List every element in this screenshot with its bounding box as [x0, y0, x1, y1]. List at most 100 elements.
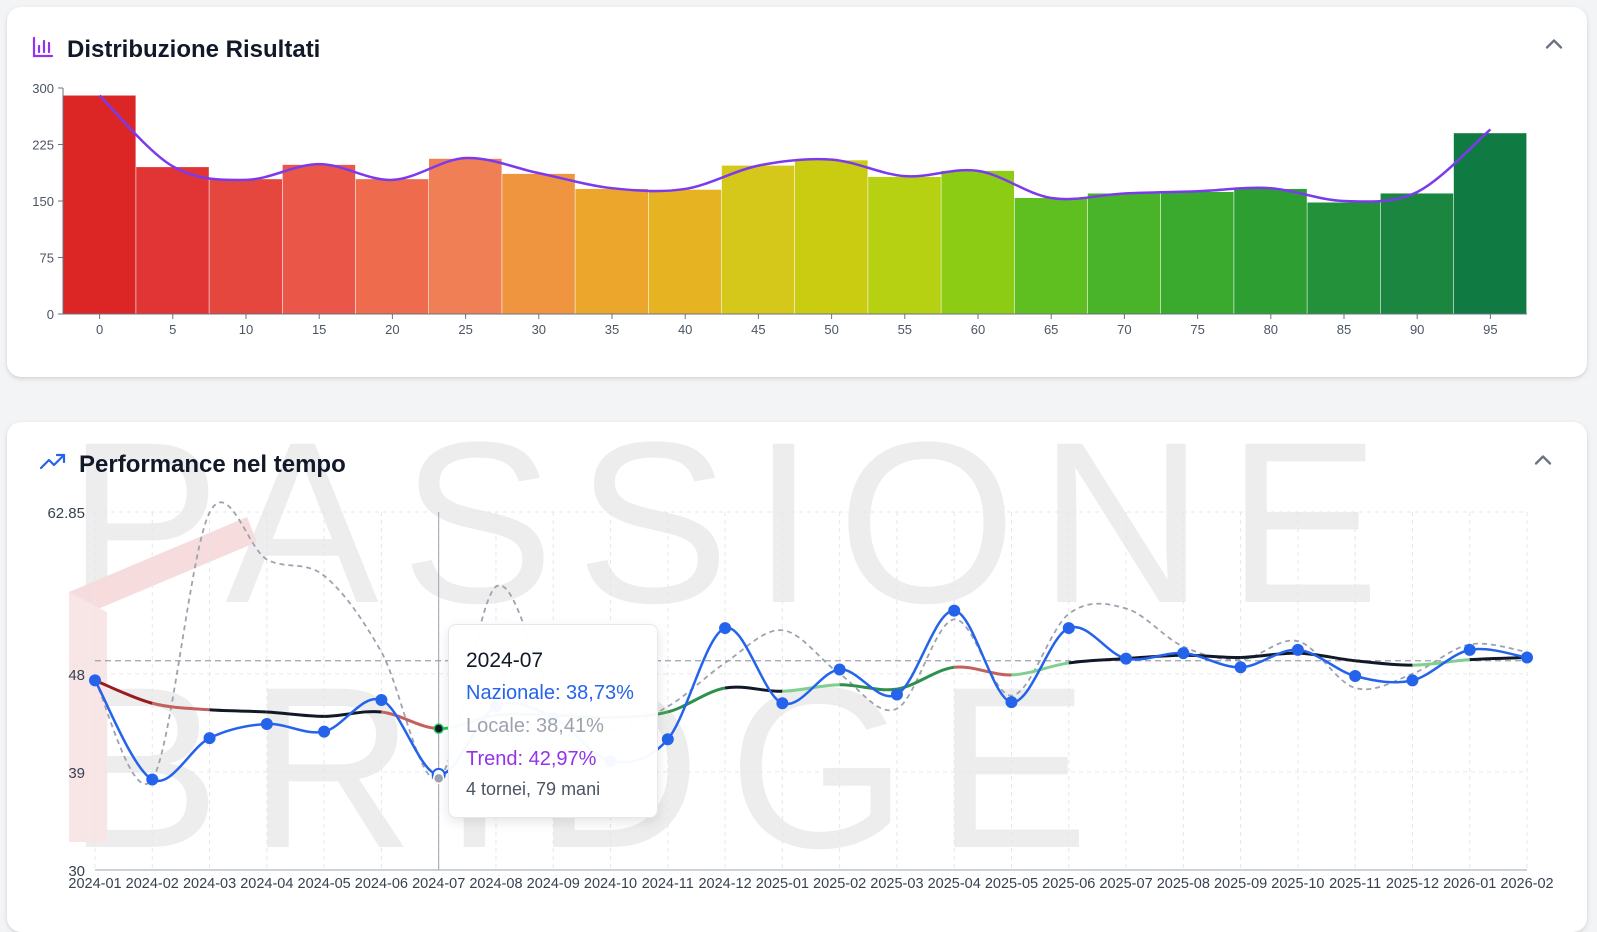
- nazionale-point: [1177, 647, 1190, 660]
- y-tick-label: 75: [40, 251, 54, 266]
- nazionale-point: [375, 693, 388, 706]
- series-trend-segment: [839, 683, 898, 692]
- bar-80: [1234, 188, 1307, 314]
- x-tick-label: 2024-01: [68, 876, 121, 892]
- bar-50: [795, 160, 868, 314]
- distribution-card: Distribuzione Risultati 0 75 150 225 300 0 5 10…: [7, 7, 1587, 377]
- series-trend-segment: [151, 701, 210, 712]
- x-tick-label: 2024-05: [298, 876, 351, 892]
- y-tick-label: 30: [68, 863, 85, 880]
- x-tick-label: 2025-06: [1042, 876, 1095, 892]
- x-tick-label: 45: [751, 322, 765, 337]
- bar-30: [502, 173, 575, 314]
- chart-tooltip: 2024-07 Nazionale: 38,73% Locale: 38,41%…: [448, 624, 658, 818]
- collapse-distribution-button[interactable]: [1540, 30, 1568, 58]
- x-tick-label: 2026-01: [1443, 876, 1496, 892]
- x-tick-label: 60: [971, 322, 985, 337]
- x-tick-label: 50: [824, 322, 838, 337]
- chevron-up-icon: [1534, 455, 1552, 465]
- tooltip-locale: Locale: 38,41%: [466, 715, 604, 737]
- x-tick-label: 2025-02: [813, 876, 866, 892]
- watermark-logo: PASSIONE BRIDGE: [67, 422, 1402, 896]
- nazionale-point: [948, 604, 961, 617]
- x-tick-label: 95: [1483, 322, 1497, 337]
- tooltip-info: 4 tornei, 79 mani: [466, 779, 601, 799]
- nazionale-point: [203, 732, 216, 745]
- x-tick-label: 2025-03: [870, 876, 923, 892]
- x-tick-label: 2025-08: [1157, 876, 1210, 892]
- y-tick-label: 300: [32, 81, 54, 96]
- performance-card: PASSIONE BRIDGE Performance nel tempo: [7, 422, 1587, 932]
- x-tick-label: 70: [1117, 322, 1131, 337]
- nazionale-point: [260, 717, 273, 730]
- x-tick-label: 2026-02: [1500, 876, 1553, 892]
- x-tick-label: 85: [1337, 322, 1351, 337]
- x-tick-label: 2024-11: [642, 876, 694, 892]
- x-tick-label: 30: [532, 322, 546, 337]
- trending-up-icon: [39, 450, 67, 479]
- x-tick-label: 2024-12: [698, 876, 751, 892]
- bar-65: [1014, 197, 1088, 314]
- performance-header: Performance nel tempo: [7, 422, 1587, 492]
- tooltip-nazionale: Nazionale: 38,73%: [466, 682, 634, 704]
- bar-60: [941, 170, 1014, 314]
- series-trend-segment: [724, 685, 783, 693]
- x-tick-label: 2025-01: [756, 876, 809, 892]
- x-tick-label: 75: [1190, 322, 1204, 337]
- bar-chart-icon: [31, 35, 55, 64]
- bar-0: [63, 95, 136, 315]
- x-tick-label: 55: [898, 322, 912, 337]
- nazionale-point: [1406, 674, 1419, 687]
- nazionale-point: [833, 663, 846, 676]
- x-tick-label: 2025-12: [1386, 876, 1439, 892]
- x-tick-label: 40: [678, 322, 692, 337]
- x-tick-label: 65: [1044, 322, 1058, 337]
- bar-25: [429, 158, 502, 314]
- series-trend-segment: [209, 708, 267, 714]
- series-nazionale-line: [93, 609, 1528, 783]
- nazionale-point: [89, 674, 101, 687]
- performance-plot: 30 39 48 62.85 2024-01 2024-02 2024-03 2024-04 2…: [47, 501, 1554, 892]
- nazionale-point: [1349, 670, 1362, 683]
- x-tick-label: 2024-02: [126, 876, 179, 892]
- nazionale-point: [776, 697, 789, 710]
- y-tick-label: 225: [32, 138, 54, 153]
- nazionale-point: [890, 688, 903, 701]
- bar-20: [355, 179, 429, 314]
- series-trend-segment: [381, 710, 439, 731]
- collapse-performance-button[interactable]: [1529, 446, 1557, 474]
- bar-95: [1453, 133, 1527, 314]
- bar-5: [136, 167, 209, 314]
- nazionale-point: [1291, 643, 1304, 656]
- x-tick-label: 2024-03: [183, 876, 236, 892]
- bar-40: [648, 189, 722, 314]
- tooltip-date: 2024-07: [466, 649, 544, 672]
- x-tick-label: 2025-10: [1271, 876, 1324, 892]
- y-tick-label: 150: [32, 194, 54, 209]
- trend-hover-point: [433, 723, 444, 734]
- density-curve: [98, 94, 1492, 203]
- series-trend-segment: [324, 710, 382, 718]
- bar-15: [282, 164, 356, 314]
- series-trend-segment: [1469, 655, 1528, 662]
- series-trend-segment: [896, 665, 955, 691]
- x-tick-label: 80: [1264, 322, 1278, 337]
- x-tick-label: 25: [458, 322, 472, 337]
- tooltip-trend: Trend: 42,97%: [466, 748, 597, 770]
- x-tick-label: 2024-06: [355, 876, 408, 892]
- performance-title: Performance nel tempo: [79, 451, 346, 478]
- x-tick-label: 2025-09: [1214, 876, 1267, 892]
- nazionale-point: [1062, 622, 1075, 635]
- x-tick-label: 2025-11: [1329, 876, 1381, 892]
- nazionale-point: [1234, 661, 1247, 674]
- y-tick-label: 62.85: [47, 505, 85, 522]
- x-tick-label: 2024-09: [527, 876, 580, 892]
- series-locale-line: [94, 501, 1528, 785]
- x-tick-label: 5: [169, 322, 176, 337]
- locale-hover-point: [432, 772, 445, 785]
- watermark-text-top: PASSIONE: [67, 422, 1402, 651]
- nazionale-point: [146, 773, 159, 786]
- series-trend-segment: [266, 710, 325, 718]
- x-tick-label: 2024-04: [240, 876, 293, 892]
